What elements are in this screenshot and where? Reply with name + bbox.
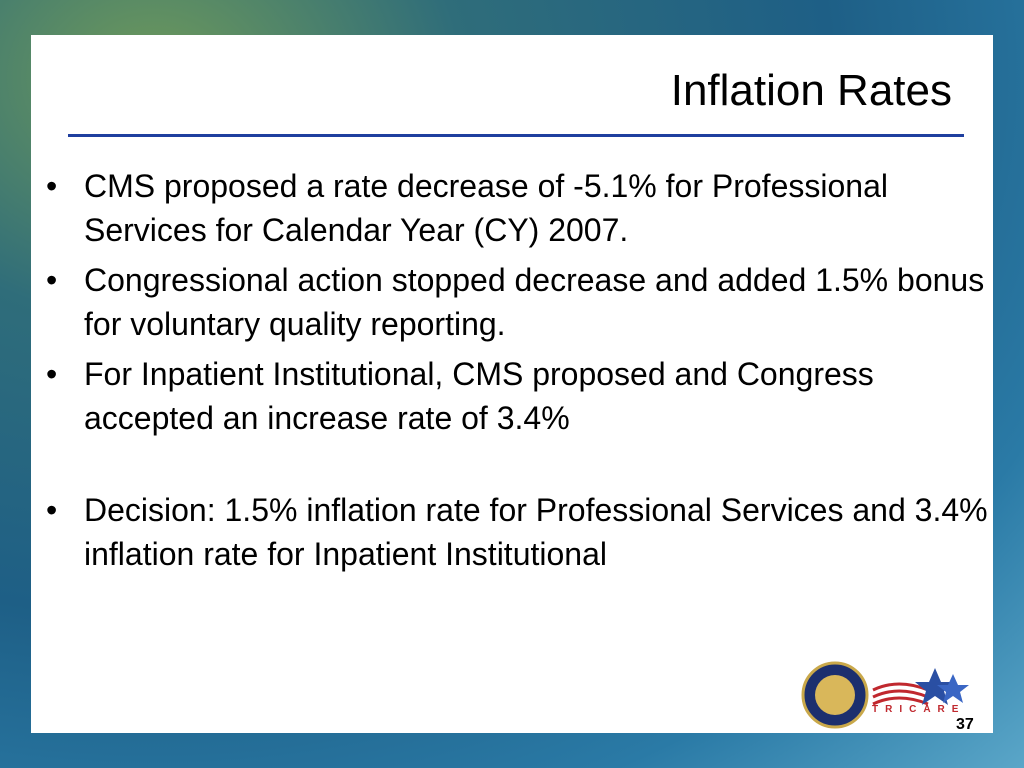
slide-title: Inflation Rates [670,66,952,115]
tricare-stripes [872,682,929,706]
bullet: Congressional action stopped decrease an… [44,258,994,346]
tricare-label: TRICARE [872,704,966,715]
bullet: Decision: 1.5% inflation rate for Profes… [44,488,994,576]
page-number: 37 [956,716,974,733]
bullet: For Inpatient Institutional, CMS propose… [44,352,994,440]
bullet-list: CMS proposed a rate decrease of -5.1% fo… [44,164,994,582]
title-rule [68,134,964,137]
bullet: CMS proposed a rate decrease of -5.1% fo… [44,164,994,252]
dod-seal-center [815,675,855,715]
tricare-star [937,674,969,703]
logos [801,661,969,729]
